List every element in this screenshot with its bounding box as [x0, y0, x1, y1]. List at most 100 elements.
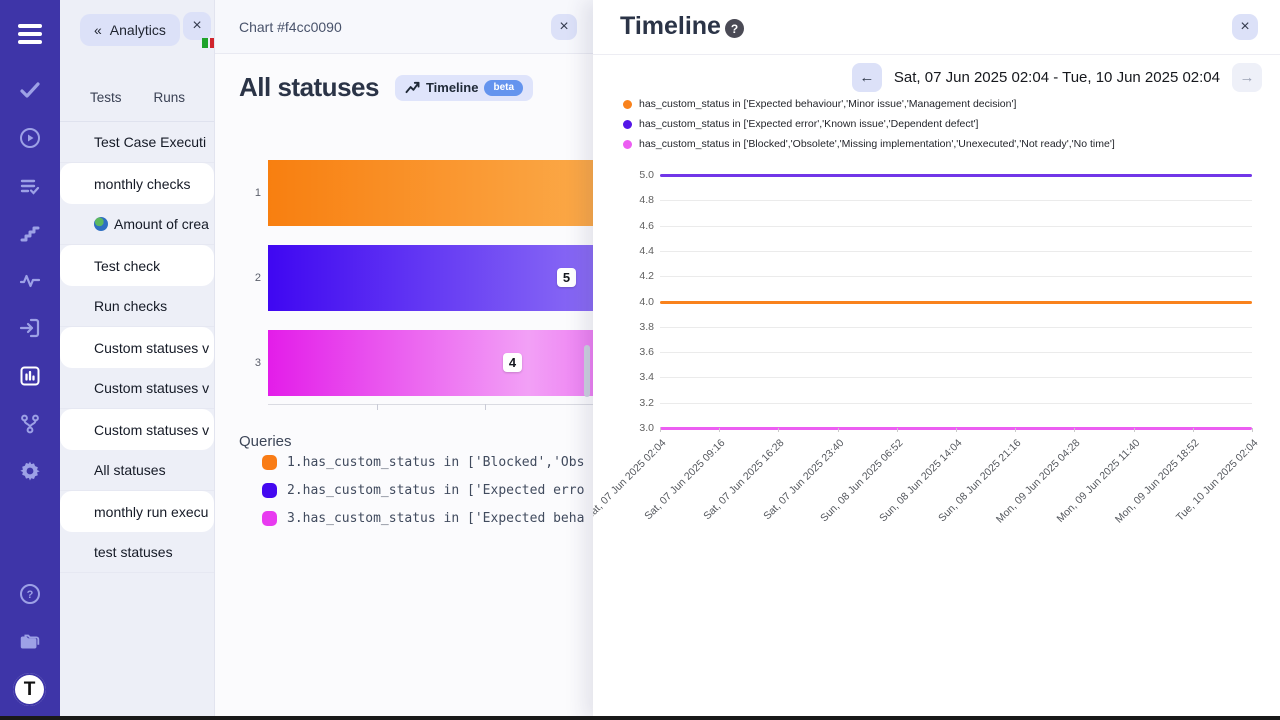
chart-title: All statuses — [239, 72, 379, 102]
list-item-test-check[interactable]: Test check — [60, 245, 214, 286]
divider — [60, 121, 214, 122]
close-icon: × — [192, 17, 202, 34]
bar-series-2[interactable] — [268, 245, 593, 311]
timeline-chart: 5.0 4.8 4.6 4.4 4.2 4.0 3.8 3.6 3.4 3.2 … — [593, 169, 1260, 526]
series-line-orange[interactable] — [660, 300, 1252, 304]
timeline-toggle-button[interactable]: Timeline beta — [394, 74, 534, 101]
list-item-test-case-execution[interactable]: Test Case Executi — [60, 122, 214, 163]
axis-tick — [719, 428, 721, 432]
timeline-close-button[interactable]: × — [1232, 14, 1258, 40]
queries-heading: Queries — [239, 433, 292, 450]
testomat-logo[interactable]: T — [13, 673, 46, 706]
chart-panel-header: Chart #f4cc0090 — [215, 0, 593, 54]
tab-runs[interactable]: Runs — [153, 90, 186, 105]
bar-series-3[interactable] — [268, 330, 593, 396]
y-tick-label: 3.2 — [639, 397, 654, 409]
y-tick-label: 3.6 — [639, 346, 654, 358]
tab-tests[interactable]: Tests — [90, 90, 122, 105]
axis-tick — [485, 404, 486, 410]
analytics-tabs: Tests Runs — [60, 90, 214, 117]
svg-text:?: ? — [27, 589, 34, 601]
query-swatch-purple — [262, 483, 277, 498]
y-tick-label: 5.0 — [639, 169, 654, 181]
list-item-all-statuses[interactable]: All statuses — [60, 450, 214, 491]
help-icon[interactable]: ? — [18, 582, 42, 606]
legend-item-magenta[interactable]: has_custom_status in ['Blocked','Obsolet… — [623, 134, 1115, 154]
axis-tick — [956, 428, 957, 432]
play-circle-icon[interactable] — [18, 126, 42, 150]
list-item-test-statuses[interactable]: test statuses — [60, 532, 214, 573]
timeline-title: Timeline — [620, 12, 721, 40]
chevron-left-icon: « — [94, 22, 102, 38]
list-item-amount-of-created[interactable]: Amount of crea — [60, 204, 214, 245]
chart-id-title: Chart #f4cc0090 — [239, 19, 342, 35]
next-range-button[interactable]: → — [1232, 63, 1262, 92]
axis-tick — [377, 404, 378, 410]
chart-panel-close-button[interactable]: × — [551, 14, 577, 40]
prev-range-button[interactable]: ← — [851, 63, 882, 92]
axis-tick — [1074, 428, 1076, 432]
legend-item-purple[interactable]: has_custom_status in ['Expected error','… — [623, 114, 1115, 134]
timeline-button-label: Timeline — [425, 80, 479, 95]
timeline-legend: has_custom_status in ['Expected behaviou… — [623, 94, 1115, 154]
globe-icon — [94, 217, 108, 231]
list-item-custom-statuses-1[interactable]: Custom statuses v — [60, 327, 214, 368]
folder-icon[interactable] — [18, 630, 42, 654]
analytics-title: Analytics — [109, 22, 166, 38]
analytics-collapse-button[interactable]: « Analytics — [80, 14, 180, 46]
steps-icon[interactable] — [18, 221, 42, 245]
axis-tick — [660, 428, 661, 432]
mini-chart-icon — [202, 38, 214, 48]
legend-item-orange[interactable]: has_custom_status in ['Expected behaviou… — [623, 94, 1115, 114]
nav-rail: ? T — [0, 0, 60, 720]
activity-icon[interactable] — [18, 269, 42, 293]
arrow-right-icon: → — [1239, 69, 1255, 86]
timeline-panel: Timeline ? × ← Sat, 07 Jun 2025 02:04 - … — [593, 0, 1280, 720]
axis-tick — [1192, 428, 1194, 432]
help-icon[interactable]: ? — [725, 19, 744, 38]
legend-dot-icon — [623, 119, 632, 129]
gear-icon[interactable] — [18, 459, 42, 483]
bar-value-label: 4 — [503, 353, 522, 372]
bottom-bar — [0, 716, 1280, 720]
analytics-list: Test Case Executi monthly checks Amount … — [60, 122, 214, 573]
list-item-monthly-checks[interactable]: monthly checks — [60, 163, 214, 204]
y-tick-label: 4.4 — [639, 245, 654, 257]
axis-tick — [1252, 428, 1253, 432]
login-icon[interactable] — [18, 316, 42, 340]
trend-line-icon — [405, 81, 420, 94]
beta-badge: beta — [484, 79, 524, 96]
legend-dot-icon — [623, 139, 632, 149]
bar-series-1[interactable] — [268, 160, 593, 226]
query-item-2: 2.has_custom_status in ['Expected erro — [262, 483, 592, 498]
list-item-run-checks[interactable]: Run checks — [60, 286, 214, 327]
check-icon[interactable] — [18, 78, 42, 102]
query-item-1: 1.has_custom_status in ['Blocked','Obs — [262, 455, 592, 470]
chart-detail-panel: Chart #f4cc0090 × All statuses Timeline … — [215, 0, 593, 720]
series-line-purple[interactable] — [660, 173, 1252, 177]
list-item-custom-statuses-2[interactable]: Custom statuses v — [60, 368, 214, 409]
analytics-close-button[interactable]: × — [183, 12, 211, 40]
bar-category-label: 3 — [254, 357, 261, 369]
y-tick-label: 4.6 — [639, 220, 654, 232]
divider — [593, 54, 1280, 55]
menu-icon[interactable] — [18, 24, 42, 48]
list-check-icon[interactable] — [18, 174, 42, 198]
query-item-3: 3.has_custom_status in ['Expected beha — [262, 511, 592, 526]
date-range-label: Sat, 07 Jun 2025 02:04 - Tue, 10 Jun 202… — [893, 69, 1220, 86]
y-tick-label: 4.2 — [639, 270, 654, 282]
arrow-left-icon: ← — [859, 69, 875, 86]
branch-icon[interactable] — [18, 412, 42, 436]
bar-category-label: 2 — [254, 272, 261, 284]
analytics-panel: « Analytics × Tests Runs Test Case Execu… — [60, 0, 215, 720]
axis-tick — [837, 428, 839, 432]
axis-tick — [896, 428, 898, 432]
timeline-plot-area: 5.0 4.8 4.6 4.4 4.2 4.0 3.8 3.6 3.4 3.2 … — [593, 169, 1260, 526]
scrollbar-thumb[interactable] — [584, 345, 590, 397]
axis-tick — [1133, 428, 1135, 432]
close-icon: × — [1240, 18, 1250, 35]
list-item-monthly-run-executions[interactable]: monthly run execu — [60, 491, 214, 532]
bar-chart-icon[interactable] — [18, 364, 42, 388]
list-item-custom-statuses-3[interactable]: Custom statuses v — [60, 409, 214, 450]
legend-dot-icon — [623, 99, 632, 109]
